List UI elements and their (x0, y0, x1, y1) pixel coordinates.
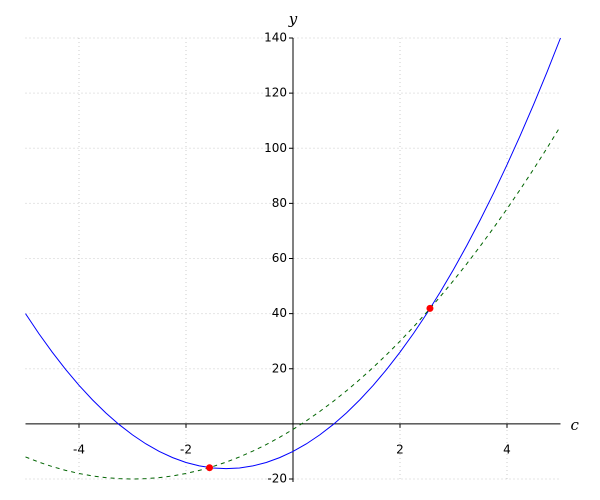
x-tick-label: -4 (73, 442, 85, 456)
y-tick-label: 120 (264, 86, 287, 100)
x-tick-label: 4 (503, 442, 511, 456)
y-tick-label: -20 (267, 472, 287, 486)
y-tick-label: 80 (272, 196, 287, 210)
y-tick-label: 40 (272, 306, 287, 320)
y-tick-label: 140 (264, 31, 287, 45)
x-axis-label: c (571, 416, 580, 434)
y-axis-label: y (288, 10, 298, 28)
intersection-point (206, 464, 214, 472)
intersection-point (426, 304, 434, 312)
x-tick-label: 2 (396, 442, 404, 456)
curve (25, 125, 561, 480)
y-tick-label: 20 (272, 361, 287, 375)
x-tick-label: -2 (180, 442, 192, 456)
curve (25, 37, 561, 470)
y-tick-label: 60 (272, 251, 287, 265)
y-tick-label: 100 (264, 141, 287, 155)
